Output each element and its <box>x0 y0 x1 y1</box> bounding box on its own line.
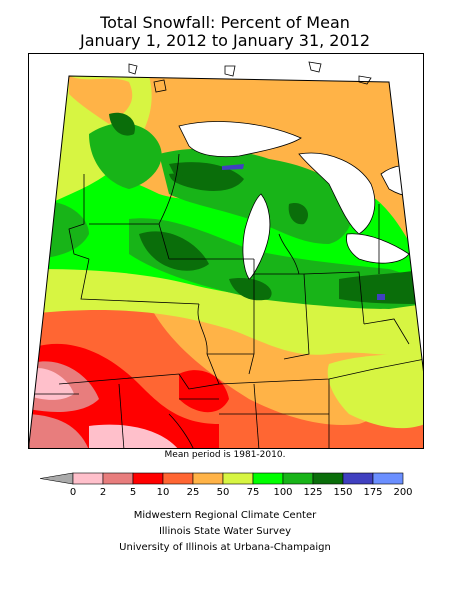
legend-below-arrow <box>40 472 74 485</box>
credit-line-3: University of Illinois at Urbana-Champai… <box>119 542 331 553</box>
legend-swatch <box>372 472 404 485</box>
legend-swatch <box>222 472 254 485</box>
map-title-line-1: Total Snowfall: Percent of Mean <box>100 13 350 32</box>
legend-tick-label: 75 <box>246 487 260 498</box>
legend-swatch <box>252 472 284 485</box>
northern-lakes <box>128 61 372 93</box>
state-boundaries <box>29 153 423 448</box>
legend-swatch <box>342 472 374 485</box>
legend-tick-label: 200 <box>393 487 413 498</box>
legend-swatch <box>162 472 194 485</box>
credit-line-1: Midwestern Regional Climate Center <box>133 510 317 521</box>
region-outline <box>29 75 423 448</box>
legend-tick-label: 150 <box>333 487 353 498</box>
snowfall-contours <box>29 76 423 448</box>
legend-swatch <box>282 472 314 485</box>
legend-tick-label: 100 <box>273 487 293 498</box>
legend-tick-label: 5 <box>129 487 137 498</box>
snowfall-map-graphic <box>29 61 423 448</box>
legend-bar <box>40 472 404 485</box>
legend-swatch <box>132 472 164 485</box>
legend-tick-label: 25 <box>186 487 200 498</box>
legend-swatch <box>102 472 134 485</box>
legend-tick-label: 125 <box>303 487 323 498</box>
map-title-line-2: January 1, 2012 to January 31, 2012 <box>79 31 371 50</box>
legend-tick-label: 2 <box>99 487 107 498</box>
legend-tick-label: 0 <box>69 487 77 498</box>
legend-tick-label: 50 <box>216 487 230 498</box>
legend-tick-label: 175 <box>363 487 383 498</box>
legend-tick-label: 10 <box>156 487 170 498</box>
legend-swatch <box>192 472 224 485</box>
mean-period-note: Mean period is 1981-2010. <box>164 450 286 460</box>
legend-swatch <box>72 472 104 485</box>
snowfall-map <box>28 53 424 449</box>
credit-line-2: Illinois State Water Survey <box>158 526 292 537</box>
color-legend: 0 2 5 10 25 50 75 100 125 150 175 200 <box>40 471 420 511</box>
legend-swatch <box>312 472 344 485</box>
